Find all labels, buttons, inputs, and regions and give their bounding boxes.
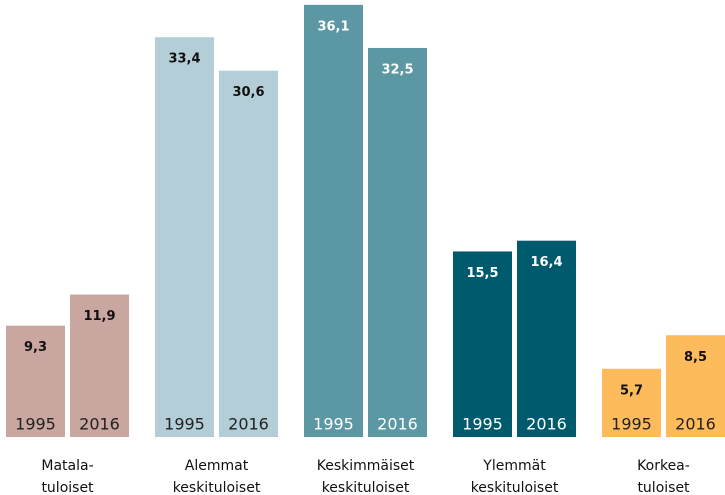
bar xyxy=(517,240,576,437)
value-label: 8,5 xyxy=(684,350,707,365)
series-label: 1995 xyxy=(313,415,354,434)
value-label: 33,4 xyxy=(168,52,200,67)
series-label: 2016 xyxy=(228,415,269,434)
bar xyxy=(304,4,363,438)
category-label: keskituloiset xyxy=(471,480,559,495)
value-label: 36,1 xyxy=(317,19,349,34)
category-label: Keskimmäiset xyxy=(317,458,415,474)
series-label: 1995 xyxy=(15,415,56,434)
bar xyxy=(368,47,427,437)
value-label: 15,5 xyxy=(466,266,498,281)
category-label: Alemmat xyxy=(185,458,249,474)
series-label: 2016 xyxy=(79,415,120,434)
category-label: Matala- xyxy=(41,458,93,474)
bar xyxy=(219,70,278,437)
bar xyxy=(453,251,512,437)
series-label: 1995 xyxy=(164,415,205,434)
bar xyxy=(6,325,65,437)
value-label: 16,4 xyxy=(530,255,562,270)
bar xyxy=(155,37,214,438)
value-label: 11,9 xyxy=(83,309,115,324)
category-label: Korkea- xyxy=(637,458,690,474)
value-label: 30,6 xyxy=(232,85,264,100)
value-label: 32,5 xyxy=(381,62,413,77)
value-label: 9,3 xyxy=(24,340,47,355)
value-label: 5,7 xyxy=(620,383,643,398)
series-label: 1995 xyxy=(462,415,503,434)
bar xyxy=(70,294,129,437)
category-label: Ylemmät xyxy=(482,458,546,474)
category-label: keskituloiset xyxy=(173,480,261,495)
series-label: 2016 xyxy=(675,415,716,434)
bar xyxy=(602,368,661,437)
series-label: 2016 xyxy=(377,415,418,434)
category-label: tuloiset xyxy=(41,480,94,495)
category-label: keskituloiset xyxy=(322,480,410,495)
series-label: 2016 xyxy=(526,415,567,434)
category-label: tuloiset xyxy=(637,480,690,495)
series-label: 1995 xyxy=(611,415,652,434)
bar xyxy=(666,335,725,437)
